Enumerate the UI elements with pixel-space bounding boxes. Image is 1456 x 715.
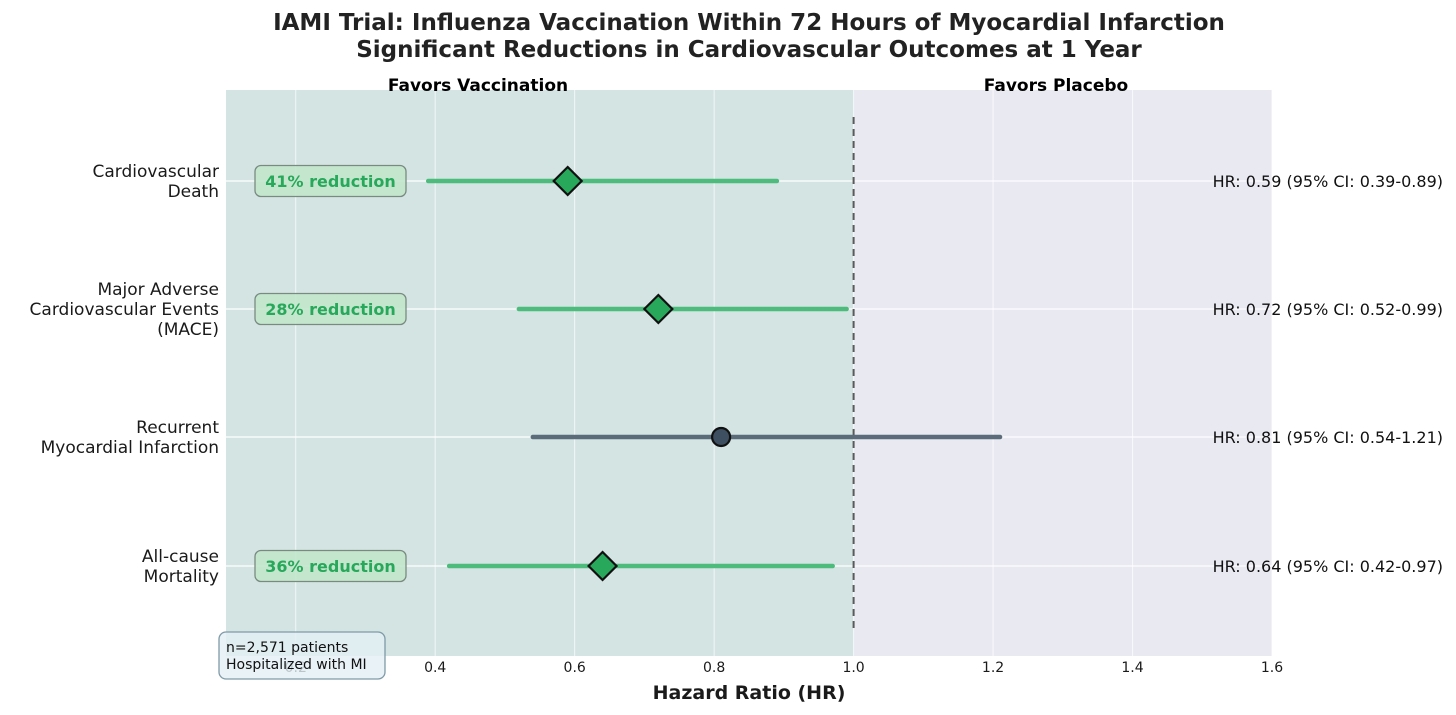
outcome-label: All-cause bbox=[142, 547, 219, 567]
favors-placebo-label: Favors Placebo bbox=[984, 76, 1128, 96]
x-tick-label: 1.2 bbox=[982, 660, 1004, 676]
outcome-label: Death bbox=[168, 182, 219, 202]
outcome-label: Major Adverse bbox=[97, 280, 219, 300]
x-tick-label: 1.6 bbox=[1261, 660, 1283, 676]
outcome-label: Cardiovascular Events bbox=[30, 300, 220, 320]
hr-label: HR: 0.59 (95% CI: 0.39-0.89) bbox=[1213, 172, 1443, 191]
reduction-badge bbox=[254, 549, 407, 583]
reduction-text: 41% reduction bbox=[265, 172, 395, 191]
outcome-label: Myocardial Infarction bbox=[41, 438, 219, 458]
hr-label: HR: 0.64 (95% CI: 0.42-0.97) bbox=[1213, 557, 1443, 576]
x-tick-label: 1.0 bbox=[842, 660, 864, 676]
outcome-label: Recurrent bbox=[136, 418, 219, 438]
reduction-badge bbox=[254, 164, 407, 198]
hr-label: HR: 0.72 (95% CI: 0.52-0.99) bbox=[1213, 300, 1443, 319]
x-tick-label: 1.4 bbox=[1121, 660, 1143, 676]
reduction-text: 28% reduction bbox=[265, 300, 395, 319]
chart-title-line-2: Significant Reductions in Cardiovascular… bbox=[356, 37, 1142, 63]
x-tick-label: 0.4 bbox=[424, 660, 446, 676]
favors-placebo-region bbox=[853, 90, 1272, 656]
outcome-label: (MACE) bbox=[157, 320, 219, 340]
x-tick-label: 0.8 bbox=[703, 660, 725, 676]
hr-label: HR: 0.81 (95% CI: 0.54-1.21) bbox=[1213, 428, 1443, 447]
outcome-label: Mortality bbox=[144, 567, 219, 587]
point-estimate bbox=[552, 165, 584, 197]
x-tick-label: 0.6 bbox=[564, 660, 586, 676]
point-estimate bbox=[711, 426, 732, 448]
sample-note-box bbox=[218, 631, 386, 680]
sample-note-line: n=2,571 patients bbox=[226, 640, 348, 656]
reduction-badge bbox=[254, 292, 407, 326]
x-axis-label: Hazard Ratio (HR) bbox=[653, 682, 846, 704]
sample-note-line: Hospitalized with MI bbox=[226, 657, 367, 673]
reduction-text: 36% reduction bbox=[265, 557, 395, 576]
outcome-label: Cardiovascular bbox=[93, 162, 219, 182]
point-estimate bbox=[587, 550, 619, 582]
chart-title-line-1: IAMI Trial: Influenza Vaccination Within… bbox=[273, 10, 1225, 36]
point-estimate bbox=[642, 293, 674, 325]
favors-vaccination-label: Favors Vaccination bbox=[388, 76, 568, 96]
